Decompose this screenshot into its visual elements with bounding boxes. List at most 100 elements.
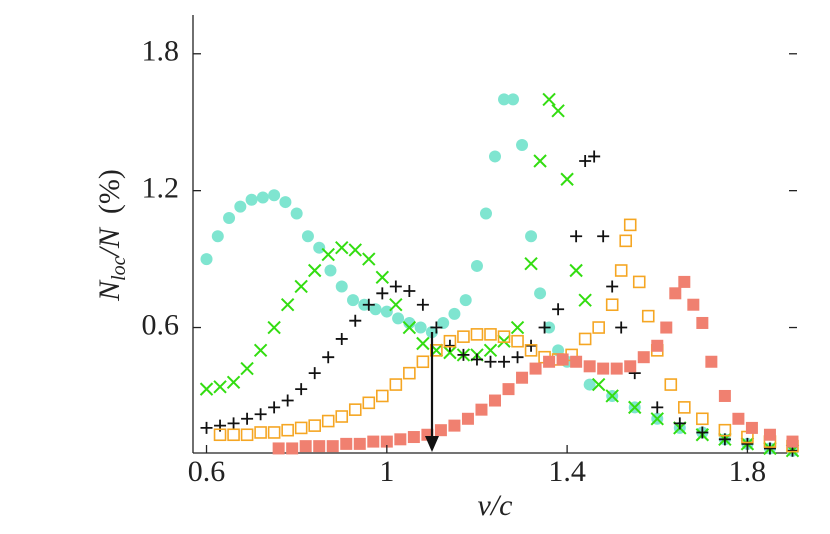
point — [347, 294, 360, 307]
point — [307, 263, 322, 278]
point — [624, 360, 637, 373]
point — [211, 230, 224, 243]
point — [267, 426, 281, 439]
point — [732, 412, 745, 425]
point — [362, 396, 376, 410]
point — [678, 401, 691, 414]
y-axis-label: Nloc/N (%) — [93, 169, 130, 302]
point — [651, 401, 664, 414]
point — [543, 355, 556, 368]
point — [403, 285, 416, 298]
point — [497, 330, 511, 343]
point — [705, 355, 718, 368]
point — [254, 426, 267, 439]
point — [234, 200, 247, 213]
point — [461, 412, 474, 425]
point — [457, 330, 470, 343]
point — [534, 287, 547, 300]
point — [380, 305, 393, 318]
point — [678, 275, 691, 288]
point — [253, 343, 268, 358]
point — [610, 362, 623, 375]
point — [313, 440, 326, 453]
point — [578, 293, 592, 307]
point — [403, 366, 416, 380]
point — [718, 389, 731, 402]
point — [437, 316, 450, 329]
point — [524, 256, 538, 271]
point — [443, 334, 457, 348]
point — [272, 442, 285, 455]
point — [570, 355, 583, 368]
point — [669, 287, 682, 300]
point — [241, 412, 254, 425]
point — [448, 307, 461, 320]
point — [376, 287, 389, 300]
point — [470, 328, 484, 341]
point — [199, 382, 214, 396]
point — [579, 155, 592, 167]
point — [516, 371, 529, 384]
point — [362, 252, 376, 266]
point — [484, 355, 497, 368]
point — [200, 421, 213, 434]
point — [556, 353, 569, 366]
point — [470, 259, 483, 272]
point — [470, 353, 483, 366]
point — [605, 389, 619, 403]
y-label-part: loc — [108, 256, 130, 281]
point — [402, 320, 417, 335]
point — [294, 279, 308, 294]
point — [623, 218, 637, 232]
point — [569, 263, 583, 278]
point — [597, 362, 610, 375]
point — [335, 280, 348, 293]
point — [615, 321, 628, 334]
point — [511, 334, 524, 348]
point — [407, 431, 420, 444]
y-label-part: N — [93, 279, 126, 302]
point — [542, 92, 556, 107]
point — [673, 417, 686, 430]
point — [484, 328, 497, 341]
y-label-part: (%) — [93, 169, 126, 214]
point — [664, 378, 678, 391]
point — [687, 298, 700, 311]
point — [483, 343, 498, 358]
point — [498, 93, 511, 106]
point — [443, 339, 456, 352]
point — [268, 189, 281, 202]
point — [430, 321, 443, 334]
point — [650, 412, 664, 426]
point — [414, 321, 427, 334]
point — [551, 104, 565, 118]
point — [637, 351, 650, 364]
point — [227, 428, 240, 442]
point — [223, 212, 236, 225]
point — [524, 344, 538, 357]
point — [389, 298, 403, 312]
y-tick-label: 1.2 — [142, 172, 180, 205]
point — [256, 191, 269, 204]
point — [538, 321, 551, 334]
point — [299, 440, 312, 453]
point — [335, 332, 348, 345]
point — [353, 437, 366, 450]
point — [457, 348, 470, 361]
arrow-head — [425, 436, 439, 452]
point — [362, 298, 375, 311]
point — [606, 280, 619, 293]
point — [507, 93, 520, 106]
point — [443, 345, 457, 360]
point — [786, 435, 799, 448]
point — [448, 419, 461, 432]
point — [213, 428, 227, 442]
x-axis-label: v/c — [478, 489, 513, 522]
point — [254, 408, 267, 421]
point — [479, 207, 492, 220]
point — [489, 150, 501, 163]
point — [321, 247, 335, 262]
x-tick-label: 1.8 — [729, 455, 767, 488]
point — [245, 193, 258, 206]
point — [295, 383, 308, 396]
